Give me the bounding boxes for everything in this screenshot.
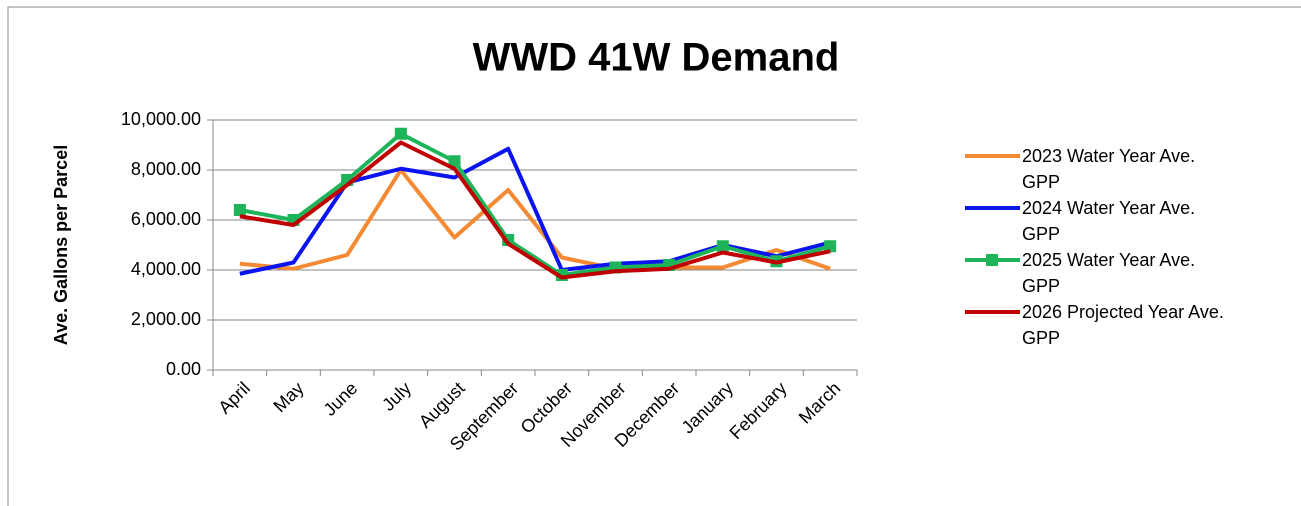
y-axis-label: Ave. Gallons per Parcel — [51, 145, 71, 345]
chart-title: WWD 41W Demand — [473, 36, 840, 80]
x-tick-label: April — [214, 378, 254, 418]
point-marker — [502, 234, 515, 246]
point-marker — [233, 204, 246, 216]
series-line — [239, 131, 831, 277]
y-tick-label: 6,000.00 — [131, 209, 201, 229]
x-tick-label: August — [415, 378, 469, 432]
y-tick-label: 8,000.00 — [131, 159, 201, 179]
point-marker — [394, 127, 407, 140]
point-marker — [448, 155, 461, 168]
x-tick-label: March — [795, 378, 845, 428]
x-tick-label: May — [269, 378, 307, 416]
chart-frame — [7, 6, 1301, 506]
y-tick-label: 2,000.00 — [131, 309, 201, 329]
legend-marker — [986, 254, 998, 266]
x-tick-label: June — [320, 378, 362, 420]
legend-label: 2026 Projected Year Ave. GPP — [1022, 302, 1224, 348]
y-tick-label: 0.00 — [166, 359, 201, 379]
series-line — [239, 168, 831, 271]
legend-label: 2025 Water Year Ave. GPP — [1022, 250, 1196, 296]
point-marker — [716, 240, 729, 253]
x-tick-label: July — [378, 378, 415, 415]
y-tick-label: 10,000.00 — [121, 109, 201, 129]
point-marker — [824, 240, 837, 253]
legend-label: 2023 Water Year Ave. GPP — [1022, 146, 1196, 192]
legend-label: 2024 Water Year Ave. GPP — [1022, 198, 1196, 244]
x-tick-label: February — [726, 378, 791, 443]
series-line — [239, 140, 831, 280]
y-tick-label: 4,000.00 — [131, 259, 201, 279]
